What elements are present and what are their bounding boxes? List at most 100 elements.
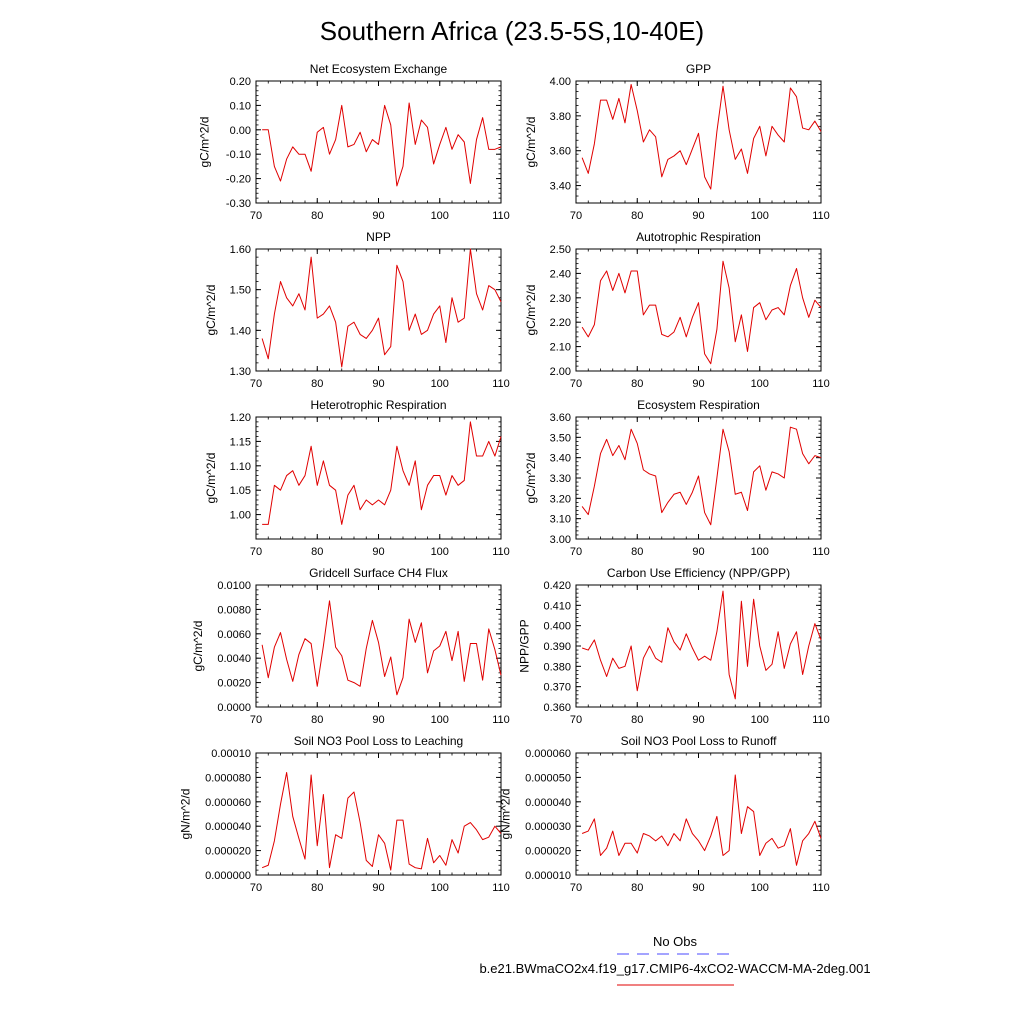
chart-2-xtick-label: 90 bbox=[692, 210, 704, 222]
chart-1-ylabel: gC/m^2/d bbox=[198, 117, 212, 168]
chart-10-ytick-label: 0.000040 bbox=[525, 797, 571, 809]
chart-10-xtick-label: 100 bbox=[751, 882, 769, 894]
chart-10-ytick-label: 0.000060 bbox=[525, 748, 571, 760]
chart-5-xtick-label: 80 bbox=[311, 546, 323, 558]
chart-10-ytick-label: 0.000010 bbox=[525, 870, 571, 882]
chart-1-title: Net Ecosystem Exchange bbox=[310, 62, 448, 76]
chart-6-xtick-label: 80 bbox=[631, 546, 643, 558]
chart-3-xtick-label: 70 bbox=[250, 378, 262, 390]
chart-3-title: NPP bbox=[366, 230, 391, 244]
chart-9-title: Soil NO3 Pool Loss to Leaching bbox=[294, 734, 463, 748]
legend: No Obs b.e21.BWmaCO2x4.f19_g17.CMIP6-4xC… bbox=[479, 934, 871, 986]
chart-9-ytick-label: 0.000000 bbox=[205, 870, 251, 882]
chart-4-xtick-label: 90 bbox=[692, 378, 704, 390]
chart-8-series-line bbox=[581, 590, 822, 700]
chart-2-xtick-label: 70 bbox=[570, 210, 582, 222]
chart-3-xtick-label: 100 bbox=[431, 378, 449, 390]
chart-5-xtick-label: 110 bbox=[492, 546, 510, 558]
chart-4-ytick-label: 2.30 bbox=[550, 293, 571, 305]
chart-6-xtick-label: 100 bbox=[751, 546, 769, 558]
chart-3-ylabel: gC/m^2/d bbox=[204, 285, 218, 336]
chart-6-series-line bbox=[581, 426, 822, 526]
chart-7-ytick-label: 0.0000 bbox=[217, 702, 251, 714]
chart-8-xtick-label: 80 bbox=[631, 714, 643, 726]
chart-8-xtick-label: 70 bbox=[570, 714, 582, 726]
legend-label-model: b.e21.BWmaCO2x4.f19_g17.CMIP6-4xCO2-WACC… bbox=[479, 961, 870, 976]
chart-2-ylabel: gC/m^2/d bbox=[524, 117, 538, 168]
chart-7-xtick-label: 110 bbox=[492, 714, 510, 726]
chart-1-xtick-label: 110 bbox=[492, 210, 510, 222]
chart-2-xtick-label: 80 bbox=[631, 210, 643, 222]
chart-5-ylabel: gC/m^2/d bbox=[204, 453, 218, 504]
chart-4-title: Autotrophic Respiration bbox=[636, 230, 761, 244]
panels: 70 80 90 100 110 0.20 0.10 0.00 -0.10 -0.20 -0.30 N… bbox=[179, 62, 830, 894]
chart-8-frame bbox=[575, 584, 822, 708]
chart-2-xtick-label: 110 bbox=[812, 210, 830, 222]
chart-8-ytick-label: 0.370 bbox=[543, 682, 571, 694]
chart-9-ytick-label: 0.000020 bbox=[205, 846, 251, 858]
chart-4-ytick-label: 2.00 bbox=[550, 366, 571, 378]
chart-6-ylabel: gC/m^2/d bbox=[524, 453, 538, 504]
chart-1-ytick-label: 0.20 bbox=[230, 76, 251, 88]
chart-8-title: Carbon Use Efficiency (NPP/GPP) bbox=[607, 566, 790, 580]
chart-5-panel: 70 80 90 100 110 1.20 1.15 1.10 1.05 1.00 Heterotr… bbox=[204, 398, 510, 558]
chart-2-ytick-label: 3.40 bbox=[550, 181, 571, 193]
chart-2-panel: 70 80 90 100 110 4.00 3.80 3.60 3.40 GPP gC/m^2/d bbox=[524, 62, 830, 222]
chart-8-panel: 70 80 90 100 110 0.420 0.410 0.400 0.390 0.380 0.3… bbox=[518, 566, 830, 726]
chart-7-panel: 70 80 90 100 110 0.0100 0.0080 0.0060 0.0040 0.00… bbox=[191, 566, 510, 726]
chart-4-ylabel: gC/m^2/d bbox=[524, 285, 538, 336]
chart-2-ytick-label: 3.80 bbox=[550, 111, 571, 123]
chart-4-series-line bbox=[581, 260, 822, 365]
chart-5-ytick-label: 1.05 bbox=[230, 485, 251, 497]
chart-4-ytick-label: 2.10 bbox=[550, 342, 571, 354]
chart-9-ytick-label: 0.000040 bbox=[205, 821, 251, 833]
chart-6-xtick-label: 90 bbox=[692, 546, 704, 558]
chart-10-xtick-label: 70 bbox=[570, 882, 582, 894]
chart-5-xtick-label: 100 bbox=[431, 546, 449, 558]
chart-5-series-line bbox=[262, 421, 502, 525]
chart-1-xtick-label: 70 bbox=[250, 210, 262, 222]
chart-8-xtick-label: 100 bbox=[751, 714, 769, 726]
chart-2-series-line bbox=[581, 83, 822, 190]
chart-4-ytick-label: 2.20 bbox=[550, 317, 571, 329]
chart-6-ytick-label: 3.50 bbox=[550, 432, 571, 444]
chart-4-ytick-label: 2.50 bbox=[550, 244, 571, 256]
chart-10-xtick-label: 80 bbox=[631, 882, 643, 894]
chart-8-ytick-label: 0.400 bbox=[543, 621, 571, 633]
chart-10-xtick-label: 90 bbox=[692, 882, 704, 894]
chart-10-panel: 70 80 90 100 110 0.000060 0.000050 0.000040 0.00… bbox=[499, 734, 830, 894]
chart-8-xtick-label: 110 bbox=[812, 714, 830, 726]
chart-3-panel: 70 80 90 100 110 1.60 1.50 1.40 1.30 NPP gC/m^2/d bbox=[204, 230, 510, 390]
chart-4-xtick-label: 110 bbox=[812, 378, 830, 390]
chart-7-ytick-label: 0.0100 bbox=[217, 580, 251, 592]
chart-4-xtick-label: 70 bbox=[570, 378, 582, 390]
chart-2-xtick-label: 100 bbox=[751, 210, 769, 222]
figure-title: Southern Africa (23.5-5S,10-40E) bbox=[320, 16, 704, 46]
chart-5-xtick-label: 70 bbox=[250, 546, 262, 558]
chart-1-ytick-label: 0.00 bbox=[230, 125, 251, 137]
chart-6-ytick-label: 3.10 bbox=[550, 514, 571, 526]
chart-7-xtick-label: 80 bbox=[311, 714, 323, 726]
chart-7-ytick-label: 0.0060 bbox=[217, 629, 251, 641]
chart-3-ytick-label: 1.50 bbox=[230, 285, 251, 297]
chart-5-ytick-label: 1.15 bbox=[230, 436, 251, 448]
chart-10-ytick-label: 0.000020 bbox=[525, 846, 571, 858]
chart-6-ytick-label: 3.60 bbox=[550, 412, 571, 424]
chart-4-ytick-label: 2.40 bbox=[550, 268, 571, 280]
chart-4-xtick-label: 100 bbox=[751, 378, 769, 390]
chart-10-title: Soil NO3 Pool Loss to Runoff bbox=[621, 734, 778, 748]
chart-9-ytick-label: 0.000080 bbox=[205, 772, 251, 784]
chart-1-series-line bbox=[262, 102, 502, 187]
chart-2-ytick-label: 3.60 bbox=[550, 146, 571, 158]
chart-8-ylabel: NPP/GPP bbox=[518, 619, 532, 672]
chart-7-xtick-label: 70 bbox=[250, 714, 262, 726]
chart-4-panel: 70 80 90 100 110 2.50 2.40 2.30 2.20 2.10 2.00 Auto… bbox=[524, 230, 830, 390]
chart-2-title: GPP bbox=[686, 62, 711, 76]
chart-1-xtick-label: 80 bbox=[311, 210, 323, 222]
chart-8-xtick-label: 90 bbox=[692, 714, 704, 726]
chart-7-frame bbox=[255, 584, 502, 708]
chart-6-title: Ecosystem Respiration bbox=[637, 398, 760, 412]
chart-4-frame bbox=[575, 248, 822, 372]
chart-7-ytick-label: 0.0020 bbox=[217, 678, 251, 690]
